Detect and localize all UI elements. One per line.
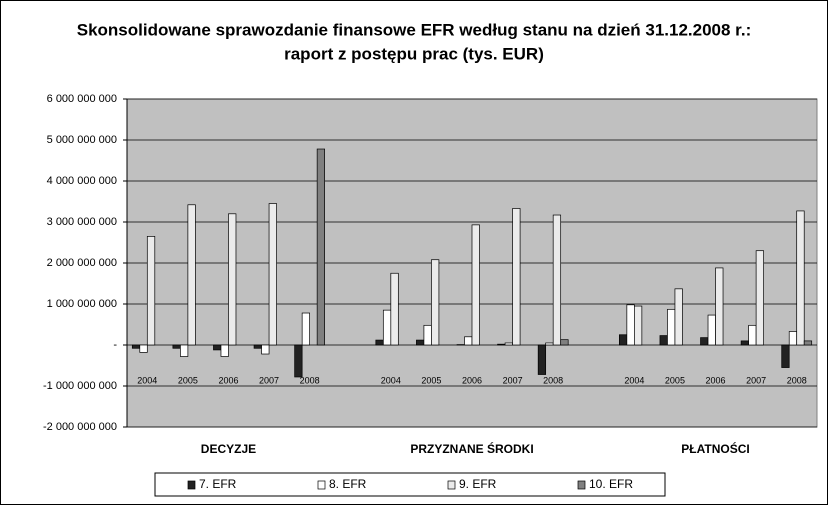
bar — [416, 339, 425, 346]
y-tick-label: 3 000 000 000 — [47, 216, 117, 228]
bar — [788, 331, 798, 346]
legend-label: 7. EFR — [199, 477, 237, 491]
y-tick-label: 2 000 000 000 — [47, 257, 117, 269]
bar — [796, 210, 805, 346]
bar — [740, 340, 749, 346]
bar — [715, 267, 724, 346]
group-label: PŁATNOŚCI — [681, 441, 749, 456]
bar — [213, 344, 222, 351]
bar — [261, 344, 270, 355]
legend-box — [154, 472, 666, 497]
bar — [294, 344, 303, 378]
bar — [552, 214, 562, 346]
bar — [497, 343, 506, 346]
bar — [316, 148, 325, 346]
legend-label: 9. EFR — [459, 477, 497, 491]
bar — [146, 236, 156, 346]
x-tick-label: 2006 — [218, 375, 238, 385]
bar — [253, 344, 262, 349]
x-tick-label: 2004 — [624, 375, 644, 385]
bar — [187, 204, 196, 346]
bar — [659, 335, 668, 346]
x-tick-label: 2005 — [421, 375, 441, 385]
bar — [512, 208, 521, 346]
legend-label: 8. EFR — [329, 477, 367, 491]
x-tick-label: 2007 — [259, 375, 279, 385]
chart-title: raport z postępu prac (tys. EUR) — [284, 44, 544, 63]
bar — [382, 309, 392, 346]
bar — [390, 272, 399, 346]
bar — [755, 250, 764, 346]
bar — [748, 324, 757, 346]
x-tick-label: 2004 — [381, 375, 401, 385]
bar — [464, 336, 473, 346]
y-tick-label: -2 000 000 000 — [43, 421, 117, 433]
x-tick-label: 2006 — [462, 375, 482, 385]
bar — [131, 344, 141, 349]
x-tick-label: 2005 — [178, 375, 198, 385]
bar — [667, 308, 676, 346]
bar — [471, 224, 480, 346]
bar — [375, 339, 384, 346]
legend-swatch — [577, 480, 586, 490]
bar — [619, 334, 628, 346]
bar — [423, 324, 432, 346]
bar — [301, 312, 310, 346]
bar — [220, 344, 229, 357]
bar — [172, 344, 181, 349]
y-tick-label: - — [113, 339, 117, 351]
y-tick-label: 4 000 000 000 — [47, 175, 117, 187]
bar — [626, 304, 635, 346]
x-tick-label: 2004 — [137, 375, 157, 385]
x-tick-label: 2008 — [543, 375, 563, 385]
bar — [537, 344, 547, 375]
group-label: DECYZJE — [201, 442, 256, 456]
bar — [545, 342, 554, 346]
x-tick-label: 2008 — [300, 375, 320, 385]
bar — [268, 203, 277, 346]
x-tick-label: 2007 — [746, 375, 766, 385]
bar — [560, 339, 569, 346]
legend-swatch — [187, 480, 196, 490]
bar — [634, 305, 643, 346]
x-tick-label: 2005 — [665, 375, 685, 385]
bar — [139, 344, 148, 353]
chart-title: Skonsolidowane sprawozdanie finansowe EF… — [77, 20, 752, 39]
bar — [803, 340, 813, 346]
legend-swatch — [447, 480, 456, 490]
y-tick-label: 1 000 000 000 — [47, 298, 117, 310]
bar — [431, 259, 440, 346]
bar — [700, 337, 709, 346]
y-tick-label: -1 000 000 000 — [43, 380, 117, 392]
y-tick-label: 5 000 000 000 — [47, 134, 117, 146]
bar — [228, 213, 237, 346]
legend-swatch — [317, 480, 326, 490]
x-tick-label: 2007 — [503, 375, 523, 385]
group-label: PRZYZNANE ŚRODKI — [410, 441, 533, 456]
bar — [504, 342, 513, 346]
x-tick-label: 2006 — [706, 375, 726, 385]
bar — [781, 344, 790, 368]
bar — [707, 314, 716, 346]
legend-label: 10. EFR — [589, 477, 633, 491]
bar — [180, 344, 189, 357]
x-tick-label: 2008 — [787, 375, 807, 385]
bar — [674, 288, 683, 346]
y-tick-label: 6 000 000 000 — [47, 93, 117, 105]
